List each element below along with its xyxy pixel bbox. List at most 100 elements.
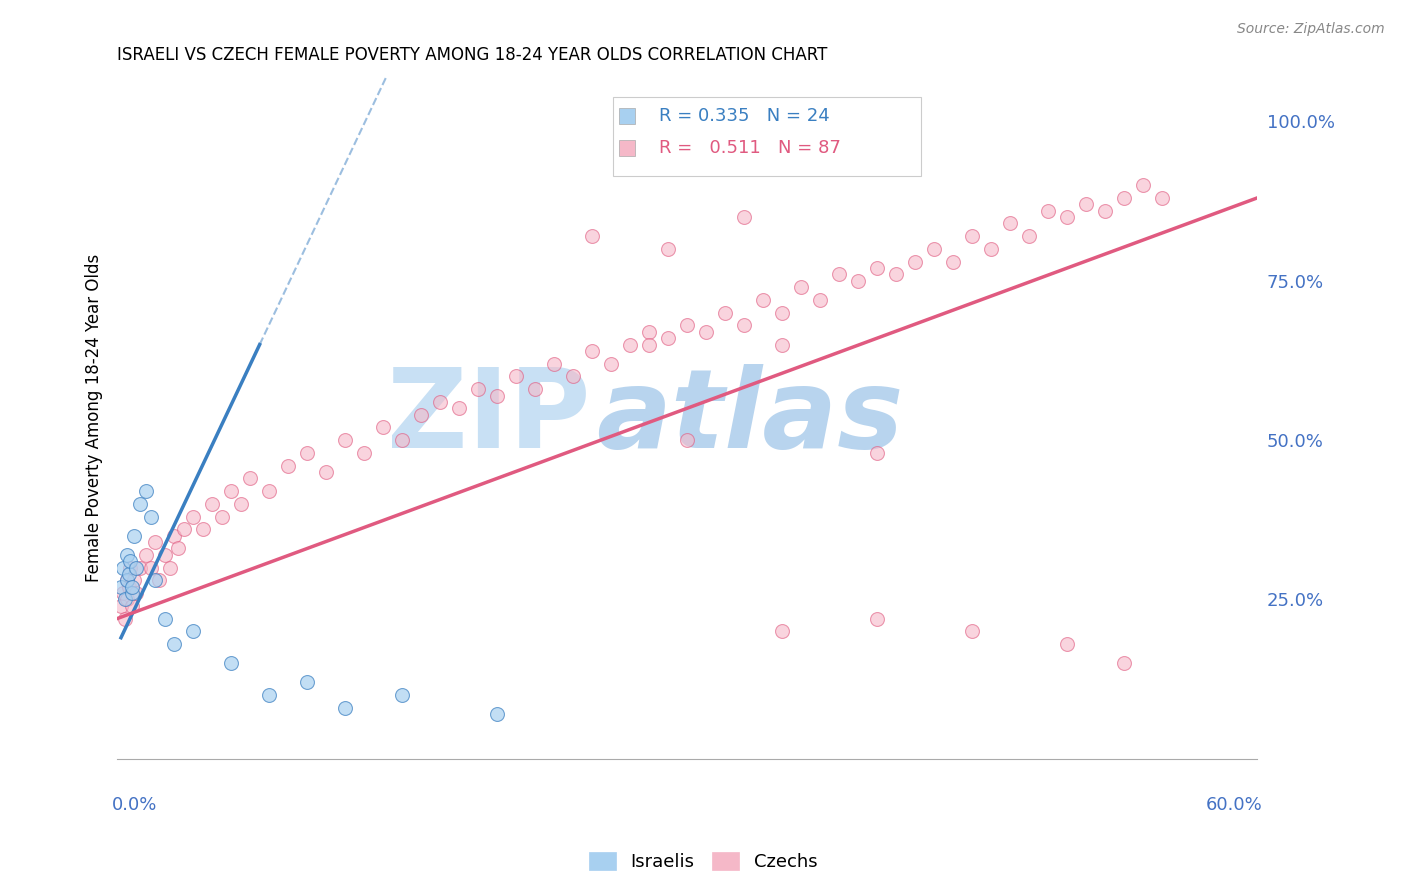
- Point: [808, 293, 831, 307]
- Point: [904, 254, 927, 268]
- Point: [486, 707, 509, 722]
- Point: [159, 560, 181, 574]
- Text: R = 0.335   N = 24: R = 0.335 N = 24: [658, 107, 830, 126]
- Point: [219, 656, 242, 670]
- Point: [211, 509, 233, 524]
- Point: [1112, 191, 1135, 205]
- Point: [353, 446, 375, 460]
- Point: [143, 535, 166, 549]
- Point: [733, 210, 755, 224]
- Point: [752, 293, 775, 307]
- Point: [828, 268, 851, 282]
- Point: [191, 522, 214, 536]
- Point: [638, 337, 661, 351]
- Point: [657, 331, 679, 345]
- Point: [120, 560, 142, 574]
- Point: [181, 509, 204, 524]
- Point: [124, 574, 146, 588]
- Point: [129, 497, 152, 511]
- Point: [1112, 656, 1135, 670]
- Point: [942, 254, 965, 268]
- Text: 60.0%: 60.0%: [1206, 797, 1263, 814]
- Point: [600, 357, 623, 371]
- Point: [770, 337, 793, 351]
- Point: [120, 554, 142, 568]
- Point: [770, 306, 793, 320]
- Point: [111, 560, 134, 574]
- Point: [143, 574, 166, 588]
- Point: [114, 611, 136, 625]
- Text: atlas: atlas: [596, 364, 903, 471]
- Point: [790, 280, 813, 294]
- Point: [333, 700, 356, 714]
- Legend: Israelis, Czechs: Israelis, Czechs: [582, 845, 824, 879]
- Point: [173, 522, 195, 536]
- Point: [111, 586, 134, 600]
- Point: [770, 624, 793, 639]
- Point: [960, 624, 983, 639]
- Point: [543, 357, 565, 371]
- Text: ZIP: ZIP: [387, 364, 591, 471]
- Point: [676, 318, 699, 333]
- Point: [110, 599, 132, 613]
- Point: [115, 548, 138, 562]
- FancyBboxPatch shape: [613, 97, 921, 176]
- Point: [505, 369, 527, 384]
- Point: [562, 369, 585, 384]
- Point: [1074, 197, 1097, 211]
- Point: [695, 325, 717, 339]
- Point: [846, 274, 869, 288]
- Point: [257, 688, 280, 702]
- Point: [1150, 191, 1173, 205]
- Point: [125, 586, 148, 600]
- Point: [110, 580, 132, 594]
- Point: [117, 566, 139, 581]
- Y-axis label: Female Poverty Among 18-24 Year Olds: Female Poverty Among 18-24 Year Olds: [86, 253, 103, 582]
- Point: [229, 497, 252, 511]
- Point: [257, 484, 280, 499]
- Point: [581, 229, 603, 244]
- Point: [391, 433, 413, 447]
- Point: [524, 382, 547, 396]
- Point: [391, 688, 413, 702]
- Point: [922, 242, 945, 256]
- Point: [124, 529, 146, 543]
- Point: [163, 637, 186, 651]
- Point: [129, 560, 152, 574]
- Point: [121, 599, 143, 613]
- Point: [638, 325, 661, 339]
- Point: [114, 592, 136, 607]
- Text: 0.0%: 0.0%: [111, 797, 157, 814]
- Point: [148, 574, 170, 588]
- Point: [1132, 178, 1154, 193]
- Text: ISRAELI VS CZECH FEMALE POVERTY AMONG 18-24 YEAR OLDS CORRELATION CHART: ISRAELI VS CZECH FEMALE POVERTY AMONG 18…: [117, 46, 828, 64]
- Point: [884, 268, 907, 282]
- Point: [733, 318, 755, 333]
- Point: [239, 471, 262, 485]
- Point: [181, 624, 204, 639]
- Point: [167, 541, 190, 556]
- Point: [163, 529, 186, 543]
- Point: [980, 242, 1002, 256]
- Point: [1094, 203, 1116, 218]
- Point: [121, 586, 143, 600]
- Point: [467, 382, 489, 396]
- Point: [866, 446, 889, 460]
- Point: [581, 343, 603, 358]
- Point: [115, 574, 138, 588]
- Point: [153, 548, 176, 562]
- Point: [449, 401, 471, 416]
- Text: Source: ZipAtlas.com: Source: ZipAtlas.com: [1237, 22, 1385, 37]
- Point: [219, 484, 242, 499]
- Point: [960, 229, 983, 244]
- Point: [153, 611, 176, 625]
- Point: [714, 306, 737, 320]
- Point: [125, 560, 148, 574]
- Point: [333, 433, 356, 447]
- Point: [135, 484, 157, 499]
- Point: [135, 548, 157, 562]
- Point: [657, 242, 679, 256]
- Point: [619, 337, 641, 351]
- Point: [866, 611, 889, 625]
- Point: [676, 433, 699, 447]
